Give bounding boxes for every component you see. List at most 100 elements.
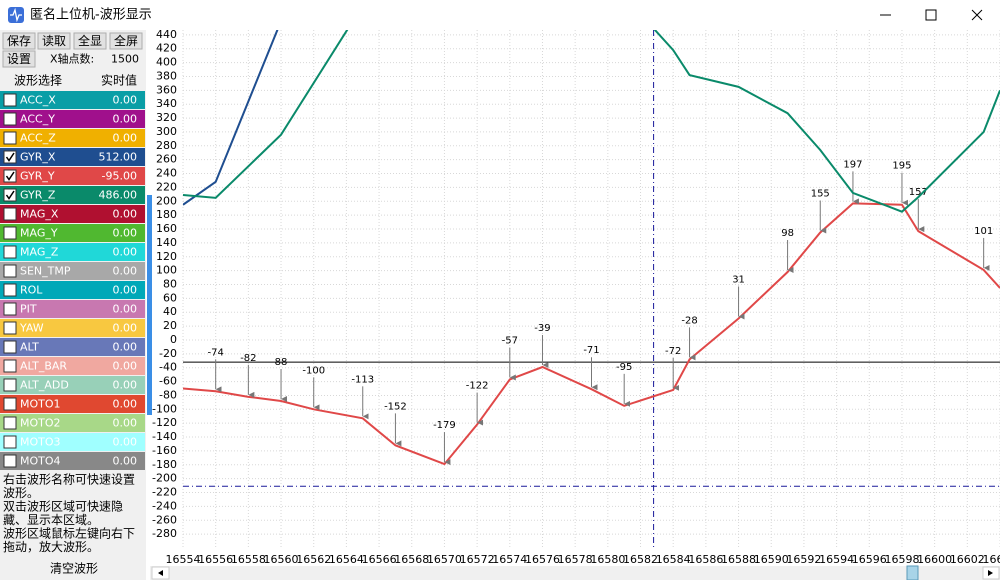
y-tick-label: 140	[156, 236, 177, 249]
y-tick-label: 320	[156, 111, 177, 124]
button-label: 全显	[78, 33, 102, 48]
column-header: 波形选择	[14, 74, 62, 88]
channel-row[interactable]	[0, 433, 145, 451]
scroll-thumb[interactable]	[906, 565, 919, 580]
y-tick-label: 300	[156, 125, 177, 138]
channel-row[interactable]	[0, 224, 145, 242]
data-label: -95	[616, 362, 632, 373]
channel-row[interactable]	[0, 148, 145, 166]
channel-row[interactable]	[0, 281, 145, 299]
checkbox[interactable]	[3, 169, 17, 183]
x-tick-label: 16582	[623, 553, 658, 566]
splitter[interactable]	[147, 195, 152, 415]
checkbox[interactable]	[3, 207, 17, 221]
checkbox[interactable]	[3, 112, 17, 126]
help-text: 双击波形区域可快速隐	[3, 500, 123, 514]
channel-name: PIT	[20, 303, 37, 316]
channel-row[interactable]	[0, 167, 145, 185]
button[interactable]	[2, 50, 36, 68]
y-tick-label: 280	[156, 139, 177, 152]
checkbox[interactable]	[3, 321, 17, 335]
checkbox[interactable]	[3, 131, 17, 145]
channel-row[interactable]	[0, 110, 145, 128]
checkbox[interactable]	[3, 245, 17, 259]
checkbox[interactable]	[3, 150, 17, 164]
button[interactable]	[37, 32, 71, 50]
x-tick-label: 16564	[329, 553, 364, 566]
y-tick-label: -280	[152, 527, 177, 540]
maximize-button[interactable]	[925, 9, 937, 21]
input[interactable]	[112, 51, 143, 67]
button[interactable]	[109, 32, 143, 50]
help-text: 藏、显示本区域。	[3, 513, 99, 527]
channel-row[interactable]	[0, 91, 145, 109]
checkbox[interactable]	[3, 416, 17, 430]
check-mark	[5, 152, 15, 162]
checkbox[interactable]	[3, 283, 17, 297]
channel-value: 0.00	[113, 208, 138, 221]
plot-area: -74 -82 88 -100 -113 -152 -179 -122 -57 -39 -71 -95…	[183, 30, 1000, 466]
checkbox[interactable]	[3, 359, 17, 373]
y-tick-label: 380	[156, 69, 177, 82]
channel-row[interactable]	[0, 338, 145, 356]
y-tick-label: 120	[156, 250, 177, 263]
checkbox[interactable]	[3, 378, 17, 392]
checkbox[interactable]	[3, 397, 17, 411]
button-label: 保存	[7, 34, 31, 48]
channel-row[interactable]	[0, 357, 145, 375]
y-tick-label: 40	[163, 305, 177, 318]
check-mark	[5, 171, 15, 181]
channel-row[interactable]	[0, 452, 145, 470]
channel-row[interactable]	[0, 414, 145, 432]
channel-row[interactable]	[0, 395, 145, 413]
button[interactable]	[2, 32, 36, 50]
checkbox[interactable]	[3, 302, 17, 316]
y-tick-label: -60	[159, 375, 177, 388]
close-button[interactable]	[971, 9, 983, 21]
y-tick-label: 20	[163, 319, 177, 332]
channel-value: 0.00	[113, 246, 138, 259]
channel-value: 0.00	[113, 322, 138, 335]
data-label: 98	[781, 228, 794, 239]
channel-row[interactable]	[0, 186, 145, 204]
x-tick-label: 16568	[394, 553, 429, 566]
channel-value: 0.00	[113, 265, 138, 278]
channel-name: ALT_ADD	[20, 379, 69, 392]
data-label: 197	[843, 159, 862, 170]
checkbox[interactable]	[3, 340, 17, 354]
checkbox[interactable]	[3, 188, 17, 202]
x-tick-label: 16588	[721, 553, 756, 566]
channel-row[interactable]	[0, 300, 145, 318]
y-tick-label: 240	[156, 167, 177, 180]
channel-name: GYR_Y	[20, 170, 55, 183]
channel-row[interactable]	[0, 319, 145, 337]
channel-row[interactable]	[0, 376, 145, 394]
x-tick-label: 16558	[231, 553, 266, 566]
checkbox[interactable]	[3, 226, 17, 240]
channel-name: GYR_Z	[20, 189, 56, 202]
channel-value: 0.00	[113, 398, 138, 411]
y-tick-label: -120	[152, 416, 177, 429]
x-tick-label: 16594	[819, 553, 854, 566]
checkbox[interactable]	[3, 93, 17, 107]
channel-row[interactable]	[0, 243, 145, 261]
checkbox[interactable]	[3, 435, 17, 449]
help-text: 右击波形名称可快速设置	[3, 472, 135, 487]
channel-row[interactable]	[0, 129, 145, 147]
channel-row[interactable]	[0, 262, 145, 280]
clear-button[interactable]: 清空波形	[50, 562, 98, 576]
channel-value: 512.00	[99, 151, 138, 164]
x-tick-label: 16592	[786, 553, 821, 566]
channel-row[interactable]	[0, 205, 145, 223]
channel-name: ACC_Z	[20, 132, 56, 145]
checkbox[interactable]	[3, 454, 17, 468]
scrollbar[interactable]	[150, 566, 1000, 580]
button[interactable]	[73, 32, 107, 50]
x-tick-label: 16560	[264, 553, 299, 566]
data-label: -72	[665, 346, 681, 357]
button-label: 读取	[42, 34, 66, 48]
checkbox[interactable]	[3, 264, 17, 278]
x-tick-label: 16596	[852, 553, 887, 566]
